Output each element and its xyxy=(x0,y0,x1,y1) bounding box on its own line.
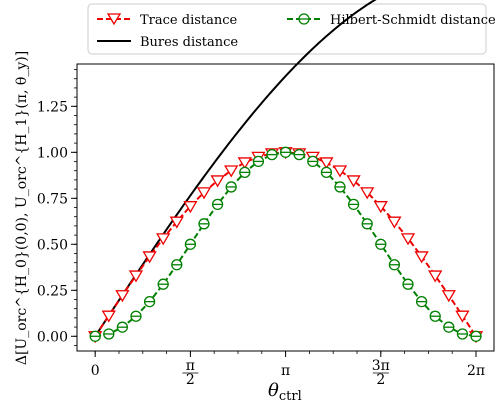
trace-point xyxy=(455,310,470,323)
trace-point xyxy=(224,165,239,178)
trace-point xyxy=(115,290,130,303)
hs-point xyxy=(252,155,265,168)
trace-point xyxy=(332,165,348,178)
x-tick-label: π xyxy=(281,363,290,379)
hs-point xyxy=(184,238,197,250)
hs-point xyxy=(171,259,183,271)
hs-point xyxy=(116,321,129,333)
y-tick-label: 0.75 xyxy=(37,191,68,207)
hs-point xyxy=(103,328,115,340)
legend-trace-marker xyxy=(106,13,122,26)
bures-line xyxy=(94,0,377,337)
hs-point xyxy=(157,278,169,290)
hs-point xyxy=(307,155,319,168)
x-tick-label-numerator: π xyxy=(186,358,195,374)
x-tick-label: 2π xyxy=(467,363,485,379)
legend: Trace distance Hilbert-Schmidt distance … xyxy=(87,3,496,55)
trace-point xyxy=(360,187,375,200)
trace-point xyxy=(183,201,198,214)
hs-point xyxy=(334,181,346,193)
hs-point xyxy=(375,238,387,250)
hs-point xyxy=(225,181,237,193)
y-axis-ticks: 0.00 0.25 0.50 0.75 1.00 1.25 xyxy=(37,69,77,346)
legend-trace-label: Trace distance xyxy=(140,13,238,28)
y-tick-label: 1.25 xyxy=(37,99,68,115)
trace-point xyxy=(156,233,171,246)
plot-content xyxy=(88,0,484,344)
trace-point xyxy=(142,251,157,264)
hs-point xyxy=(266,148,278,161)
trace-line xyxy=(94,151,477,337)
trace-point xyxy=(400,233,416,246)
trace-point xyxy=(169,216,184,229)
hs-line xyxy=(95,151,477,338)
trace-point xyxy=(346,175,361,188)
hs-point xyxy=(293,148,305,161)
hs-point xyxy=(347,198,360,211)
x-axis-title: θctrl xyxy=(268,380,302,404)
trace-point xyxy=(414,251,429,264)
trace-point xyxy=(319,157,334,170)
y-tick-label: 0.25 xyxy=(37,283,68,299)
y-tick-label: 0.00 xyxy=(37,329,68,345)
x-tick-label-denominator: 2 xyxy=(186,372,195,388)
legend-bures-label: Bures distance xyxy=(140,35,238,50)
hs-point xyxy=(198,218,210,230)
hs-point xyxy=(402,278,414,290)
hs-point xyxy=(456,328,469,340)
hs-point xyxy=(320,166,333,179)
trace-point xyxy=(101,310,116,323)
trace-point xyxy=(441,290,456,303)
hs-point xyxy=(130,310,142,322)
hs-point xyxy=(443,321,455,333)
hs-point xyxy=(279,146,292,158)
hs-point xyxy=(211,198,224,211)
x-tick-label: 3π2 xyxy=(372,358,390,388)
hs-point xyxy=(470,330,482,342)
hs-point xyxy=(429,310,441,322)
y-tick-label: 0.50 xyxy=(37,237,68,253)
hs-point xyxy=(239,166,251,179)
legend-entry-hs: Hilbert-Schmidt distance xyxy=(287,13,496,28)
trace-point xyxy=(128,270,144,283)
hs-point xyxy=(143,295,156,308)
hs-point xyxy=(388,259,401,271)
x-tick-label-numerator: 3π xyxy=(372,358,390,374)
x-tick-label: π2 xyxy=(182,358,199,388)
trace-point xyxy=(428,270,443,283)
x-axis-title-sub: ctrl xyxy=(279,389,302,404)
hs-point xyxy=(415,295,428,308)
legend-entry-trace: Trace distance xyxy=(97,13,238,28)
x-tick-label: 0 xyxy=(91,363,100,379)
y-tick-label: 1.00 xyxy=(37,145,68,161)
legend-frame xyxy=(87,3,487,55)
hs-point xyxy=(361,218,373,230)
trace-point xyxy=(237,157,252,170)
legend-hs-label: Hilbert-Schmidt distance xyxy=(330,13,496,28)
trace-point xyxy=(373,201,388,214)
hs-point xyxy=(89,330,101,342)
x-axis-title-main: θ xyxy=(268,380,279,401)
y-axis-title: Δ[U_orc^{H_0}(0,0), U_orc^{H_1}(π, θ_y)] xyxy=(14,51,30,365)
trace-point xyxy=(196,187,212,200)
trace-point xyxy=(210,175,225,188)
x-tick-label-denominator: 2 xyxy=(376,372,385,388)
plot-frame xyxy=(76,63,495,352)
legend-entry-bures: Bures distance xyxy=(97,35,238,50)
trace-point xyxy=(387,216,402,229)
